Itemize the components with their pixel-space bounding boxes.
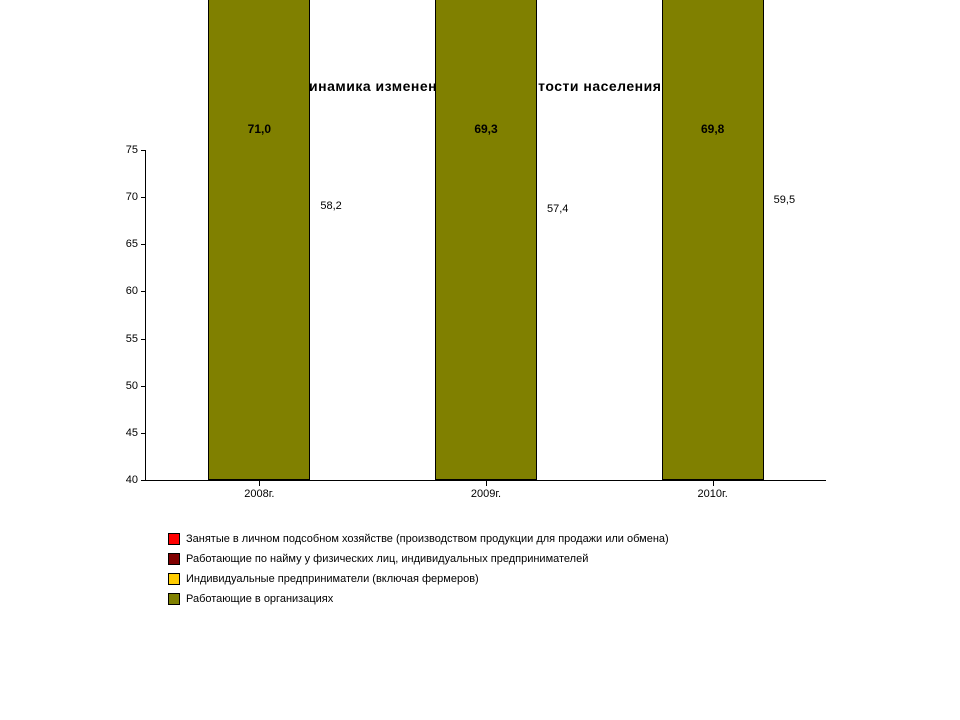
- segment-value-label: 59,5: [774, 194, 795, 206]
- x-tick-label: 2008г.: [244, 488, 274, 500]
- x-tick: [259, 480, 260, 486]
- y-tick-label: 55: [126, 333, 138, 345]
- segment-value-label: 57,4: [547, 203, 568, 215]
- legend-swatch: [168, 553, 180, 565]
- bar-total-label: 69,3: [474, 122, 497, 136]
- x-tick-label: 2009г.: [471, 488, 501, 500]
- legend: Занятые в личном подсобном хозяйстве (пр…: [168, 530, 669, 610]
- y-tick: [141, 150, 146, 151]
- y-tick-label: 45: [126, 427, 138, 439]
- y-tick: [141, 244, 146, 245]
- y-tick: [141, 433, 146, 434]
- y-tick-label: 60: [126, 285, 138, 297]
- y-tick: [141, 480, 146, 481]
- bar-segment: [662, 0, 764, 480]
- segment-value-label: 58,2: [320, 200, 341, 212]
- bar-segment: [208, 0, 310, 480]
- bar-total-label: 69,8: [701, 122, 724, 136]
- legend-item: Работающие в организациях: [168, 590, 669, 608]
- legend-label: Занятые в личном подсобном хозяйстве (пр…: [186, 530, 669, 548]
- y-tick: [141, 197, 146, 198]
- legend-swatch: [168, 593, 180, 605]
- legend-item: Индивидуальные предприниматели (включая …: [168, 570, 669, 588]
- bar-total-label: 71,0: [248, 122, 271, 136]
- y-tick-label: 75: [126, 144, 138, 156]
- x-tick-label: 2010г.: [698, 488, 728, 500]
- legend-swatch: [168, 573, 180, 585]
- legend-label: Индивидуальные предприниматели (включая …: [186, 570, 479, 588]
- x-tick: [713, 480, 714, 486]
- y-tick: [141, 291, 146, 292]
- y-tick-label: 40: [126, 474, 138, 486]
- y-tick: [141, 339, 146, 340]
- chart-container: Динамика изменения форм занятости населе…: [0, 0, 960, 720]
- legend-item: Работающие по найму у физических лиц, ин…: [168, 550, 669, 568]
- legend-item: Занятые в личном подсобном хозяйстве (пр…: [168, 530, 669, 548]
- x-tick: [486, 480, 487, 486]
- y-tick-label: 65: [126, 238, 138, 250]
- legend-label: Работающие по найму у физических лиц, ин…: [186, 550, 588, 568]
- y-tick-label: 50: [126, 380, 138, 392]
- y-tick: [141, 386, 146, 387]
- plot-area: 40455055606570752008г.58,23,07,91,871,02…: [145, 150, 826, 481]
- legend-swatch: [168, 533, 180, 545]
- legend-label: Работающие в организациях: [186, 590, 333, 608]
- bar-segment: [435, 0, 537, 480]
- y-tick-label: 70: [126, 191, 138, 203]
